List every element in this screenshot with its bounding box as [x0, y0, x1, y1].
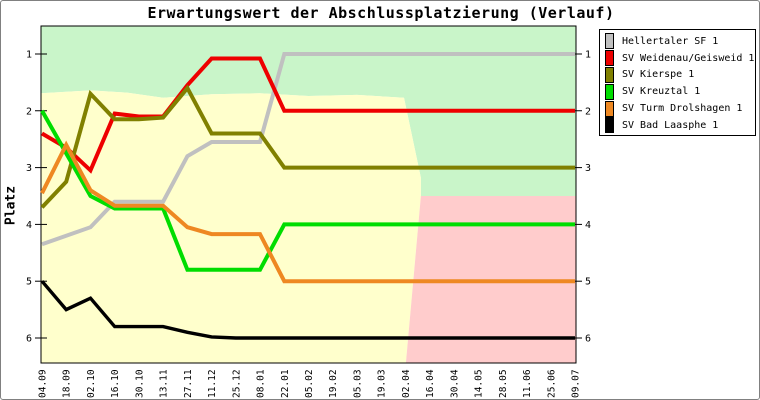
x-tick-label: 05.02	[304, 369, 315, 398]
x-tick-label: 02.04	[401, 369, 412, 398]
series-line-sv-weidenau-geisweid-1	[40, 56, 575, 174]
series-line-sv-kreuztal-1	[40, 109, 575, 272]
y-tick-label-right: 4	[585, 220, 591, 231]
x-tick-label: 19.03	[377, 369, 388, 398]
legend-row: SV Weidenau/Geisweid 1	[600, 50, 755, 67]
x-tick-label: 11.12	[207, 369, 218, 398]
legend-label: SV Weidenau/Geisweid 1	[622, 52, 755, 64]
x-tick-label: 25.06	[546, 369, 557, 398]
x-tick-label: 30.04	[449, 369, 460, 398]
legend-box: Hellertaler SF 1 SV Weidenau/Geisweid 1 SV…	[599, 29, 756, 136]
y-tick-label-right: 2	[585, 106, 591, 117]
y-tick-label-left: 6	[26, 334, 32, 345]
series-line-hellertaler-sf-1	[41, 52, 575, 247]
series-line-sv-kierspe-1	[40, 84, 575, 209]
x-tick-label: 28.05	[498, 369, 509, 398]
legend-label: SV Kierspe 1	[622, 69, 695, 81]
x-tick-label: 30.10	[134, 369, 145, 398]
legend-swatch	[605, 66, 614, 83]
x-tick-label: 13.11	[159, 369, 170, 398]
y-tick-label-left: 5	[26, 277, 32, 288]
region-zone-middle-yellow	[40, 90, 421, 364]
y-tick-label-left: 3	[26, 163, 32, 174]
x-tick-label: 04.09	[38, 369, 49, 398]
x-tick-label: 14.05	[474, 369, 485, 398]
legend-row: SV Kierspe 1	[600, 66, 755, 84]
region-zone-top-green	[40, 26, 577, 197]
y-tick-label-left: 1	[26, 50, 32, 61]
x-tick-label: 22.01	[280, 369, 291, 398]
legend-row: SV Bad Laasphe 1	[600, 117, 755, 134]
x-tick-label: 11.06	[522, 369, 533, 398]
legend-swatch	[605, 100, 614, 117]
x-tick-label: 19.02	[328, 369, 339, 398]
legend-label: SV Bad Laasphe 1	[622, 119, 719, 131]
legend-row: Hellertaler SF 1	[600, 33, 755, 50]
legend-label: Hellertaler SF 1	[622, 35, 719, 47]
y-tick-label-left: 4	[26, 220, 32, 231]
series-line-sv-turm-drolshagen-1	[40, 140, 575, 284]
y-tick-label-left: 2	[26, 106, 32, 117]
x-tick-label: 09.07	[570, 369, 581, 398]
legend-label: SV Turm Drolshagen 1	[622, 103, 743, 115]
x-tick-label: 18.09	[62, 369, 73, 398]
legend-swatch	[605, 83, 614, 100]
y-tick-label-right: 3	[585, 163, 591, 174]
chart-title: Erwartungswert der Abschlussplatzierung …	[147, 4, 615, 22]
legend-row: SV Kreuztal 1	[600, 83, 755, 100]
x-tick-label: 25.12	[231, 369, 242, 398]
y-tick-label-right: 6	[585, 334, 591, 345]
x-tick-label: 08.01	[256, 369, 267, 398]
x-tick-label: 05.03	[352, 369, 363, 398]
legend-swatch	[605, 50, 614, 67]
x-tick-label: 02.10	[86, 369, 97, 398]
x-tick-label: 16.04	[425, 369, 436, 398]
y-tick-label-right: 5	[585, 277, 591, 288]
y-tick-label-right: 1	[585, 50, 591, 61]
x-tick-label: 27.11	[183, 369, 194, 398]
x-tick-label: 16.10	[110, 369, 121, 398]
legend-row: SV Turm Drolshagen 1	[600, 100, 755, 117]
plot-border	[40, 25, 577, 364]
legend-label: SV Kreuztal 1	[622, 86, 701, 98]
legend-swatch	[605, 33, 614, 50]
legend-swatch	[605, 117, 614, 134]
series-line-sv-bad-laasphe-1	[40, 280, 575, 340]
